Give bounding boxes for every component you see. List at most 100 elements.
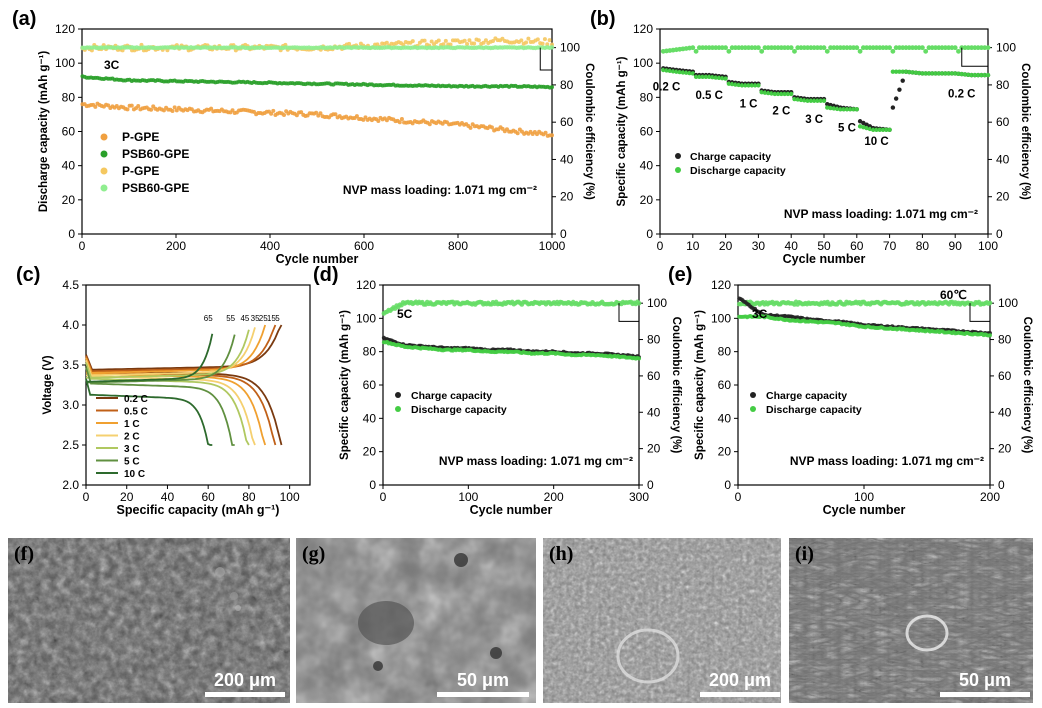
data-point — [467, 38, 472, 43]
x-axis-title: Specific capacity (mAh g⁻¹) — [117, 503, 280, 517]
y-tick-label: 0 — [68, 227, 75, 241]
data-point — [710, 45, 715, 51]
data-point — [972, 72, 978, 78]
data-point — [900, 78, 905, 83]
data-point — [765, 45, 771, 51]
data-point — [172, 105, 177, 110]
data-point — [785, 91, 791, 97]
data-point — [870, 45, 876, 51]
data-point — [542, 37, 547, 42]
data-point — [282, 112, 287, 117]
data-point — [489, 125, 494, 130]
x-tick-label: 70 — [883, 239, 897, 253]
scale-bar-label: 200 μm — [213, 670, 277, 690]
data-point — [700, 74, 705, 80]
y-tick-label: 0 — [646, 227, 653, 241]
data-point — [399, 116, 404, 121]
y-tick-label: 120 — [633, 22, 653, 36]
data-point — [476, 38, 481, 43]
y-tick-label: 120 — [55, 22, 75, 36]
legend-marker — [395, 392, 401, 398]
data-point — [982, 45, 988, 51]
y2-tick-label: 60 — [996, 115, 1010, 129]
y2-axis-title: Coulombic efficiency (%) — [583, 63, 595, 200]
data-point — [985, 45, 991, 51]
data-point — [93, 104, 98, 109]
y2-tick-label: 80 — [647, 333, 661, 347]
data-point — [874, 45, 879, 51]
y-axis-title: Specific capacity (mAh g⁻¹) — [616, 56, 628, 206]
data-point — [864, 45, 870, 51]
data-point — [867, 45, 873, 51]
charge-curve — [85, 329, 250, 379]
data-point — [854, 45, 860, 51]
data-point — [818, 98, 823, 103]
y2-tick-label: 0 — [996, 227, 1003, 241]
data-point — [443, 38, 448, 43]
data-point — [828, 105, 833, 111]
y2-tick-label: 100 — [647, 296, 667, 310]
data-point — [897, 45, 902, 51]
y-tick-label: 100 — [633, 56, 653, 70]
scale-bar-i: 50 μm — [940, 670, 1030, 697]
axis-pointer-arrow — [618, 303, 639, 322]
data-point — [519, 38, 524, 43]
cycle-marker-label: 15 — [267, 314, 276, 323]
data-point — [890, 48, 896, 54]
data-point — [762, 45, 768, 51]
x-axis-title: Cycle number — [470, 503, 553, 517]
y-tick-label: 2.5 — [62, 438, 79, 452]
x-tick-label: 10 — [686, 239, 700, 253]
y2-tick-label: 80 — [998, 333, 1012, 347]
data-point — [739, 83, 745, 88]
legend-label: 5 C — [124, 457, 140, 468]
y-tick-label: 3.5 — [62, 358, 79, 372]
y-tick-label: 4.0 — [62, 318, 79, 332]
y2-tick-label: 20 — [647, 442, 661, 456]
data-point — [174, 108, 179, 113]
x-tick-label: 20 — [120, 490, 134, 504]
y2-tick-label: 80 — [560, 78, 574, 92]
data-point — [979, 45, 984, 51]
data-point — [959, 71, 964, 77]
data-point — [547, 38, 552, 43]
x-tick-label: 100 — [854, 490, 874, 504]
data-point — [540, 41, 545, 46]
data-point — [979, 72, 984, 78]
x-tick-label: 90 — [949, 239, 963, 253]
panel-label-h: (h) — [549, 543, 574, 565]
y-tick-label: 40 — [718, 411, 732, 425]
legend-marker — [675, 167, 681, 173]
data-point — [854, 107, 859, 112]
panel-label: (e) — [668, 264, 692, 286]
data-point — [857, 48, 863, 54]
y-tick-label: 60 — [363, 378, 377, 392]
data-point — [700, 45, 706, 51]
data-point — [549, 45, 555, 50]
x-tick-label: 100 — [978, 239, 998, 253]
data-point — [897, 69, 902, 74]
data-point — [375, 42, 380, 47]
legend-label: Discharge capacity — [766, 404, 862, 416]
data-point — [844, 45, 850, 51]
data-point — [526, 36, 531, 41]
charge-curve — [85, 324, 283, 371]
x-tick-label: 20 — [719, 239, 733, 253]
data-point — [969, 45, 974, 51]
data-point — [916, 70, 922, 76]
legend-label: Charge capacity — [411, 390, 492, 402]
data-point — [746, 45, 751, 51]
data-point — [930, 71, 935, 76]
y-tick-label: 100 — [356, 311, 376, 325]
data-point — [170, 108, 175, 113]
data-point — [769, 45, 774, 51]
rate-label: 3 C — [805, 114, 823, 126]
data-point — [723, 45, 728, 51]
rate-label: 0.5 C — [695, 90, 723, 102]
data-point — [535, 37, 540, 42]
data-point — [926, 45, 932, 51]
y2-tick-label: 100 — [996, 41, 1016, 55]
y2-tick-label: 0 — [998, 478, 1005, 492]
x-tick-label: 50 — [817, 239, 831, 253]
legend-label: PSB60-GPE — [122, 147, 189, 161]
